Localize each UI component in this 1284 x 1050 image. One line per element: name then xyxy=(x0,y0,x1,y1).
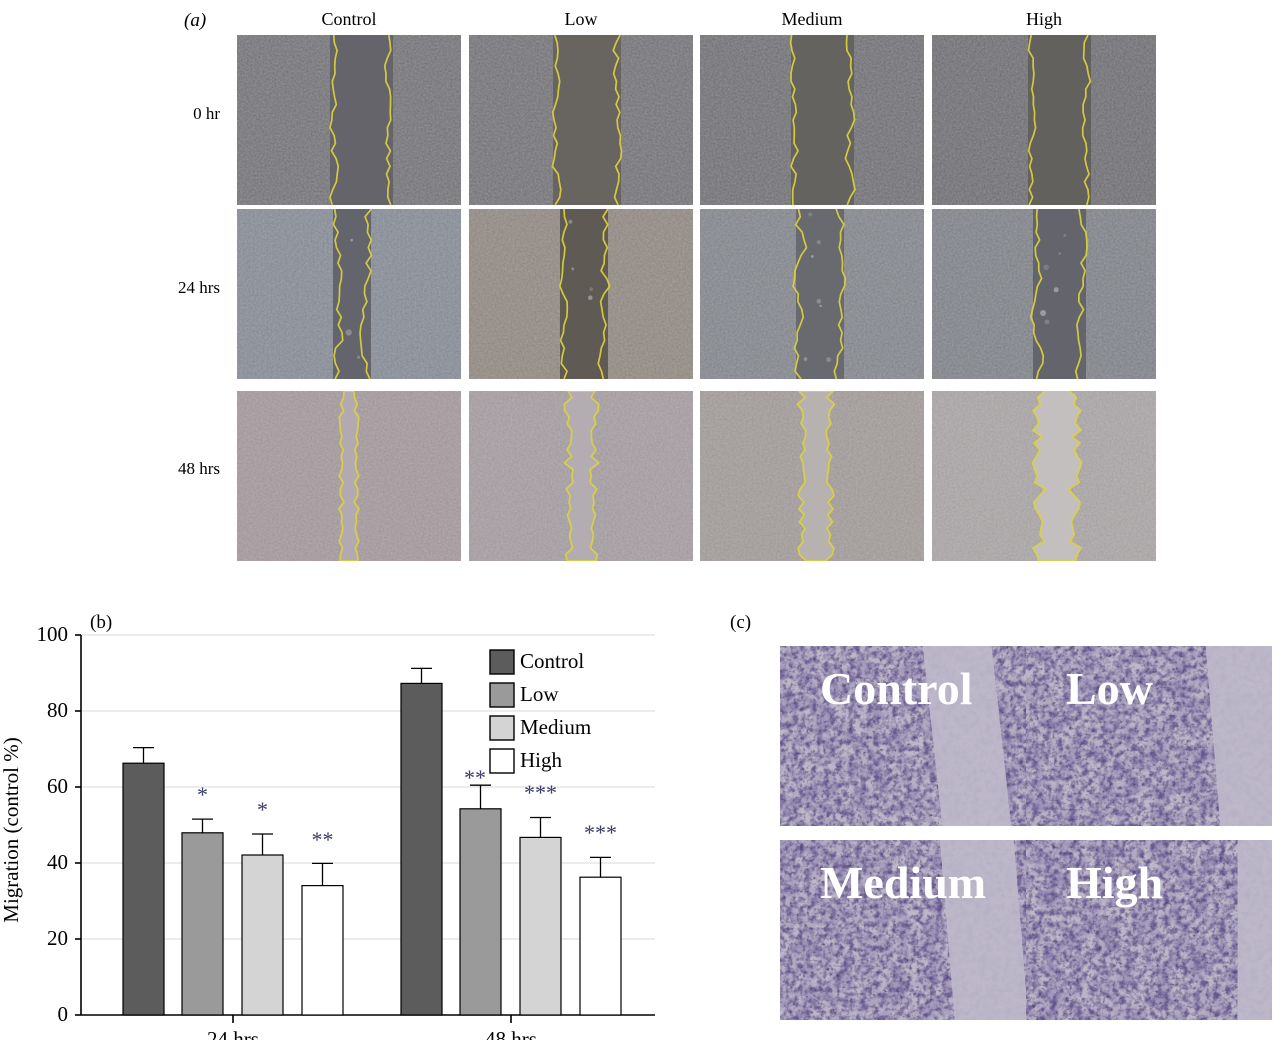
svg-text:Control: Control xyxy=(820,663,973,714)
svg-text:Low: Low xyxy=(1066,663,1153,714)
svg-text:High: High xyxy=(1066,857,1163,908)
svg-text:Medium: Medium xyxy=(820,857,986,908)
